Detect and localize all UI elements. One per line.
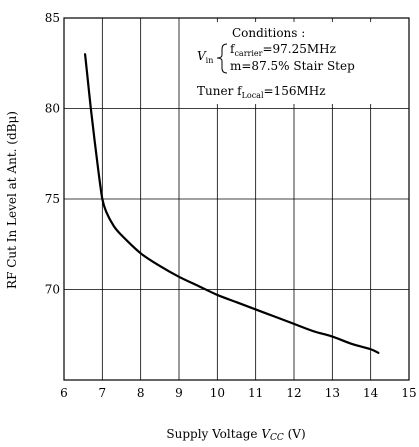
conditions-line3: Tuner fLocal=156MHz <box>197 84 326 100</box>
conditions-v-label: Vin <box>197 49 213 65</box>
x-axis-title-var: V <box>261 427 271 441</box>
y-tick-label: 85 <box>45 11 60 25</box>
x-tick-label: 9 <box>175 386 183 400</box>
conditions-line2: m=87.5% Stair Step <box>230 59 355 73</box>
y-axis-title: RF Cut In Level at Ant. (dBμ) <box>5 111 19 289</box>
y-tick-label: 80 <box>45 102 60 116</box>
conditions-line1-value: =97.25MHz <box>262 42 335 56</box>
conditions-line3-sub: Local <box>242 91 264 100</box>
x-axis-title-sub: CC <box>270 433 284 443</box>
x-axis-title: Supply Voltage VCC (V) <box>166 427 305 443</box>
x-tick-label: 15 <box>401 386 416 400</box>
conditions-line1-sub: carrier <box>234 49 262 58</box>
x-tick-label: 8 <box>137 386 145 400</box>
curve-layer <box>83 53 380 354</box>
conditions-title: Conditions : <box>232 26 305 40</box>
conditions-line3-value: =156MHz <box>264 84 326 98</box>
x-axis-title-unit: (V) <box>284 427 306 441</box>
y-tick-label: 70 <box>45 283 60 297</box>
conditions-annotation: Conditions : Vin fcarrier=97.25MHz m=87.… <box>197 26 355 100</box>
conditions-line3-prefix: Tuner f <box>197 84 243 98</box>
x-axis-title-main: Supply Voltage <box>166 427 261 441</box>
x-tick-label: 14 <box>363 386 379 400</box>
conditions-line1-prefix: f <box>230 42 236 56</box>
conditions-box-bg <box>188 22 406 104</box>
x-tick-label: 11 <box>248 386 263 400</box>
tick-labels: 6 7 8 9 10 11 12 13 14 15 70 75 80 85 <box>45 11 417 400</box>
x-tick-label: 6 <box>60 386 68 400</box>
conditions-v-sub: in <box>206 56 214 65</box>
x-tick-label: 10 <box>210 386 225 400</box>
x-tick-label: 13 <box>325 386 340 400</box>
plot-frame <box>63 17 410 381</box>
series-line <box>83 53 380 354</box>
x-tick-label: 12 <box>286 386 301 400</box>
x-tick-label: 7 <box>99 386 107 400</box>
conditions-brace <box>216 43 228 74</box>
conditions-v: V <box>197 49 207 63</box>
conditions-line1: fcarrier=97.25MHz <box>230 42 336 58</box>
y-tick-label: 75 <box>45 192 60 206</box>
